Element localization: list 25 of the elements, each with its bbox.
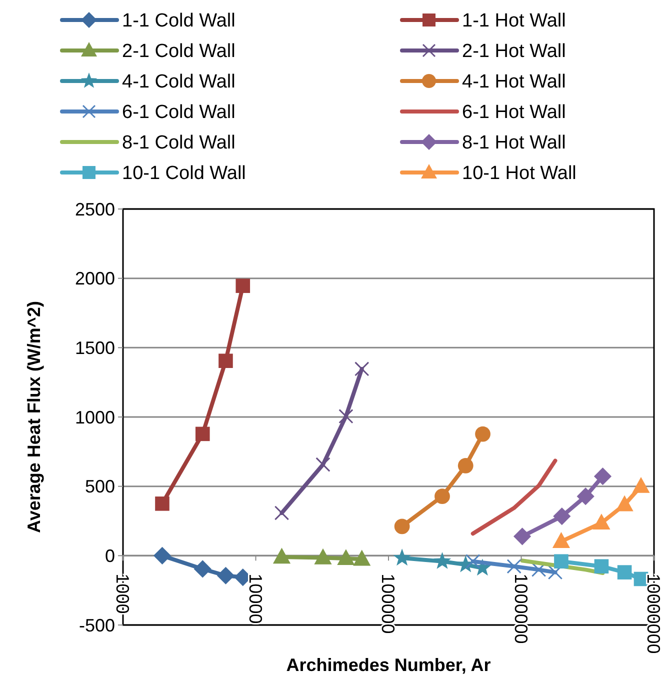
legend-label: 2-1 Hot Wall (462, 41, 566, 62)
legend-label: 2-1 Cold Wall (122, 41, 236, 62)
y-tick-label: -500 (78, 615, 115, 636)
legend-label: 6-1 Hot Wall (462, 102, 566, 124)
x-tick-label: 10000 (245, 574, 266, 624)
x-tick-label: 1000000 (510, 574, 531, 644)
legend-label: 10-1 Hot Wall (462, 163, 576, 184)
legend-label: 10-1 Cold Wall (122, 163, 246, 184)
legend-label: 4-1 Cold Wall (122, 72, 236, 93)
legend-label: 1-1 Cold Wall (122, 10, 236, 32)
y-tick-label: 2000 (74, 268, 115, 289)
x-tick-label: 10000000 (644, 574, 664, 654)
legend-label: 8-1 Cold Wall (122, 132, 236, 154)
y-tick-label: 1000 (74, 407, 115, 428)
y-tick-label: 2500 (74, 199, 115, 220)
y-axis-title: Average Heat Flux (W/m^2) (24, 301, 44, 533)
legend-label: 1-1 Hot Wall (462, 10, 566, 32)
x-tick-label: 100000 (378, 574, 398, 634)
legend-label: 4-1 Hot Wall (462, 72, 566, 93)
legend-label: 8-1 Hot Wall (462, 132, 566, 154)
y-tick-label: 0 (104, 546, 115, 566)
y-tick-label: 1500 (74, 338, 115, 358)
legend-label: 6-1 Cold Wall (122, 102, 236, 124)
x-axis-title: Archimedes Number, Ar (286, 655, 491, 675)
y-tick-label: 500 (84, 476, 115, 497)
